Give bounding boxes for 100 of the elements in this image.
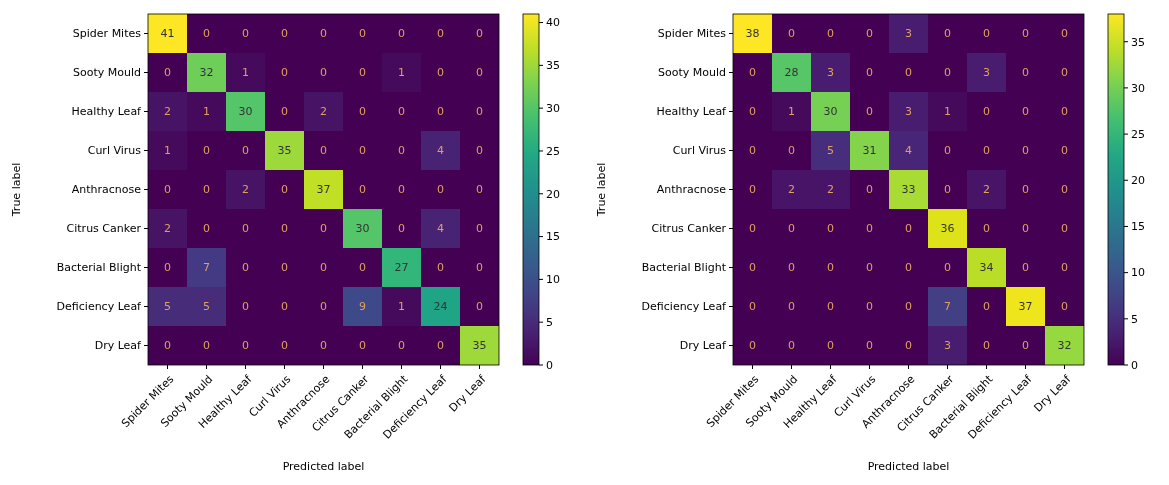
data-label: 41 [160,27,175,41]
y-tick-label: Anthracnose [71,183,142,197]
data-label: 1 [242,66,249,80]
data-label: 3 [944,339,951,353]
data-label: 0 [749,66,756,80]
y-tick-label: Citrus Canker [66,222,142,236]
data-label: 37 [1018,300,1033,314]
y-tick-label: Curl Virus [87,144,142,158]
data-label: 0 [944,261,951,275]
data-label: 0 [983,300,990,314]
data-label: 0 [320,27,327,41]
data-label: 0 [242,339,249,353]
data-label: 0 [359,27,366,41]
data-label: 0 [1061,183,1068,197]
data-label: 0 [788,261,795,275]
y-tick-label: Spider Mites [72,27,142,41]
data-label: 0 [749,339,756,353]
data-label: 4 [437,222,444,236]
data-label: 0 [242,144,249,158]
data-label: 0 [866,300,873,314]
color-bar-label: 35 [546,59,560,73]
data-label: 0 [320,66,327,80]
color-bar-label: 15 [546,230,560,244]
data-label: 1 [398,300,405,314]
data-label: 0 [281,66,288,80]
y-tick-label: Dry Leaf [679,339,728,353]
data-label: 5 [203,300,210,314]
data-label: 9 [359,300,366,314]
data-label: 0 [905,300,912,314]
data-label: 0 [866,105,873,119]
data-label: 2 [827,183,834,197]
color-bar-label: 5 [1131,312,1138,326]
data-label: 0 [281,300,288,314]
color-bar-label: 5 [546,316,553,330]
data-label: 0 [944,144,951,158]
data-label: 27 [394,261,409,275]
data-label: 0 [1022,144,1029,158]
data-label: 33 [901,183,916,197]
data-label: 0 [866,66,873,80]
data-label: 0 [944,27,951,41]
data-label: 1 [788,105,795,119]
data-label: 0 [866,339,873,353]
y-tick-label: Spider Mites [657,27,727,41]
data-label: 0 [359,105,366,119]
data-label: 0 [437,27,444,41]
data-label: 0 [437,261,444,275]
data-label: 0 [1022,27,1029,41]
data-label: 0 [905,339,912,353]
color-bar-label: 30 [1131,81,1145,95]
y-tick-label: Sooty Mould [658,66,726,80]
data-label: 35 [472,339,487,353]
data-label: 0 [320,300,327,314]
data-label: 0 [1022,66,1029,80]
data-label: 0 [359,261,366,275]
data-label: 0 [242,222,249,236]
data-label: 0 [944,66,951,80]
y-axis-title: True label [595,162,608,218]
data-label: 0 [281,222,288,236]
data-label: 0 [827,339,834,353]
data-label: 31 [862,144,877,158]
y-tick-label: Dry Leaf [94,339,143,353]
data-label: 3 [905,27,912,41]
color-bar-label: 10 [546,273,560,287]
data-label: 30 [238,105,253,119]
data-label: 1 [944,105,951,119]
data-label: 0 [437,183,444,197]
data-label: 0 [866,222,873,236]
data-label: 0 [398,105,405,119]
data-label: 0 [983,339,990,353]
data-label: 0 [749,105,756,119]
data-label: 2 [788,183,795,197]
data-label: 0 [476,144,483,158]
data-label: 0 [1022,261,1029,275]
y-tick-label: Anthracnose [656,183,727,197]
data-label: 0 [1061,261,1068,275]
data-label: 0 [281,339,288,353]
data-label: 0 [476,27,483,41]
data-label: 34 [979,261,994,275]
data-label: 0 [983,27,990,41]
y-tick-label: Bacterial Blight [641,261,727,275]
data-label: 0 [983,144,990,158]
x-axis-title: Predicted label [867,460,950,473]
data-label: 0 [788,339,795,353]
data-label: 0 [1061,66,1068,80]
y-axis-title: True label [10,162,23,218]
y-tick-label: Deficiency Leaf [641,300,728,314]
data-label: 0 [866,183,873,197]
color-bar-label: 15 [1131,220,1145,234]
data-label: 0 [944,183,951,197]
data-label: 0 [1061,27,1068,41]
data-label: 0 [281,261,288,275]
data-label: 0 [359,66,366,80]
data-label: 35 [277,144,292,158]
y-tick-label: Healthy Leaf [656,105,728,119]
data-label: 0 [164,183,171,197]
data-label: 2 [983,183,990,197]
color-bar-label: 20 [1131,174,1145,188]
data-label: 0 [476,300,483,314]
data-label: 37 [316,183,331,197]
data-label: 0 [866,261,873,275]
